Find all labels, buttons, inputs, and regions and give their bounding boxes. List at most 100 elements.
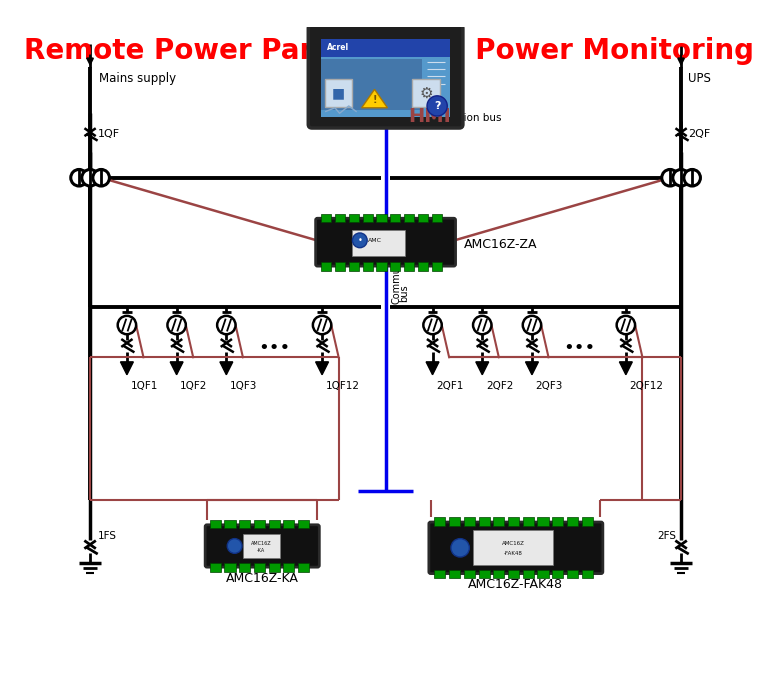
FancyBboxPatch shape [239, 520, 251, 528]
FancyBboxPatch shape [283, 520, 294, 528]
FancyBboxPatch shape [523, 570, 534, 578]
FancyBboxPatch shape [567, 518, 578, 526]
Text: HMI: HMI [408, 107, 451, 127]
Polygon shape [362, 90, 387, 108]
FancyBboxPatch shape [254, 563, 265, 572]
FancyBboxPatch shape [391, 214, 401, 222]
FancyBboxPatch shape [316, 218, 456, 266]
Text: 2QF12: 2QF12 [629, 381, 664, 391]
Text: •: • [357, 236, 363, 245]
Text: Mains supply: Mains supply [100, 72, 177, 85]
FancyBboxPatch shape [225, 520, 236, 528]
FancyBboxPatch shape [493, 518, 504, 526]
FancyBboxPatch shape [449, 518, 460, 526]
FancyBboxPatch shape [210, 563, 221, 572]
Text: AMC16Z: AMC16Z [502, 541, 525, 546]
FancyBboxPatch shape [349, 214, 359, 222]
FancyBboxPatch shape [377, 262, 387, 271]
FancyBboxPatch shape [308, 25, 463, 128]
FancyBboxPatch shape [412, 80, 440, 107]
FancyBboxPatch shape [268, 520, 280, 528]
Text: 1QF3: 1QF3 [230, 381, 258, 391]
Circle shape [313, 316, 331, 334]
FancyBboxPatch shape [449, 570, 460, 578]
FancyBboxPatch shape [321, 214, 331, 222]
Polygon shape [476, 362, 489, 375]
Text: AMC16Z-KA: AMC16Z-KA [226, 572, 299, 584]
Polygon shape [619, 362, 633, 375]
FancyBboxPatch shape [508, 570, 519, 578]
Circle shape [617, 316, 635, 334]
FancyBboxPatch shape [321, 262, 331, 271]
Circle shape [451, 539, 469, 557]
Text: UPS: UPS [689, 72, 711, 85]
Text: AMC16Z: AMC16Z [251, 541, 272, 546]
Polygon shape [525, 362, 538, 375]
Circle shape [673, 169, 689, 186]
FancyBboxPatch shape [418, 214, 428, 222]
FancyBboxPatch shape [335, 262, 345, 271]
FancyBboxPatch shape [493, 570, 504, 578]
Text: Communication bus: Communication bus [397, 113, 501, 123]
FancyBboxPatch shape [243, 534, 280, 558]
Circle shape [352, 233, 367, 248]
FancyBboxPatch shape [432, 262, 442, 271]
FancyBboxPatch shape [567, 570, 578, 578]
Text: bus: bus [399, 284, 409, 302]
FancyBboxPatch shape [391, 262, 401, 271]
FancyBboxPatch shape [552, 518, 563, 526]
Text: •••: ••• [562, 339, 595, 357]
Circle shape [167, 316, 186, 334]
FancyBboxPatch shape [239, 563, 251, 572]
Circle shape [684, 169, 700, 186]
Circle shape [227, 539, 242, 553]
Circle shape [82, 169, 98, 186]
FancyBboxPatch shape [464, 518, 475, 526]
FancyBboxPatch shape [478, 570, 489, 578]
Text: 2QF3: 2QF3 [535, 381, 563, 391]
FancyBboxPatch shape [582, 570, 593, 578]
FancyBboxPatch shape [321, 38, 450, 117]
FancyBboxPatch shape [283, 563, 294, 572]
FancyBboxPatch shape [418, 262, 428, 271]
FancyBboxPatch shape [321, 59, 422, 110]
FancyBboxPatch shape [434, 570, 446, 578]
FancyBboxPatch shape [582, 518, 593, 526]
Text: 2FS: 2FS [657, 531, 677, 541]
FancyBboxPatch shape [363, 262, 373, 271]
Text: 2QF2: 2QF2 [486, 381, 513, 391]
Text: ?: ? [434, 101, 440, 111]
FancyBboxPatch shape [538, 570, 548, 578]
FancyBboxPatch shape [210, 520, 221, 528]
FancyBboxPatch shape [434, 518, 446, 526]
Text: AMC16Z-ZA: AMC16Z-ZA [464, 237, 538, 251]
Polygon shape [426, 362, 439, 375]
FancyBboxPatch shape [268, 563, 280, 572]
Circle shape [427, 96, 447, 116]
Circle shape [71, 169, 87, 186]
FancyBboxPatch shape [377, 214, 387, 222]
FancyBboxPatch shape [473, 530, 553, 565]
Text: !: ! [373, 96, 377, 105]
FancyBboxPatch shape [335, 214, 345, 222]
FancyBboxPatch shape [352, 231, 405, 256]
FancyBboxPatch shape [298, 520, 309, 528]
Circle shape [662, 169, 678, 186]
Text: IDC Power Monitoring: IDC Power Monitoring [412, 36, 754, 65]
Text: ⚙: ⚙ [419, 86, 433, 100]
FancyBboxPatch shape [225, 563, 236, 572]
Text: 2QF1: 2QF1 [436, 381, 464, 391]
Circle shape [523, 316, 541, 334]
Polygon shape [316, 362, 328, 375]
Circle shape [93, 169, 110, 186]
Text: 1QF12: 1QF12 [326, 381, 359, 391]
FancyBboxPatch shape [538, 518, 548, 526]
FancyBboxPatch shape [464, 570, 475, 578]
Polygon shape [170, 362, 183, 375]
FancyBboxPatch shape [298, 563, 309, 572]
Circle shape [217, 316, 236, 334]
Text: •••: ••• [258, 339, 290, 357]
FancyBboxPatch shape [404, 214, 414, 222]
FancyBboxPatch shape [432, 214, 442, 222]
FancyBboxPatch shape [404, 262, 414, 271]
